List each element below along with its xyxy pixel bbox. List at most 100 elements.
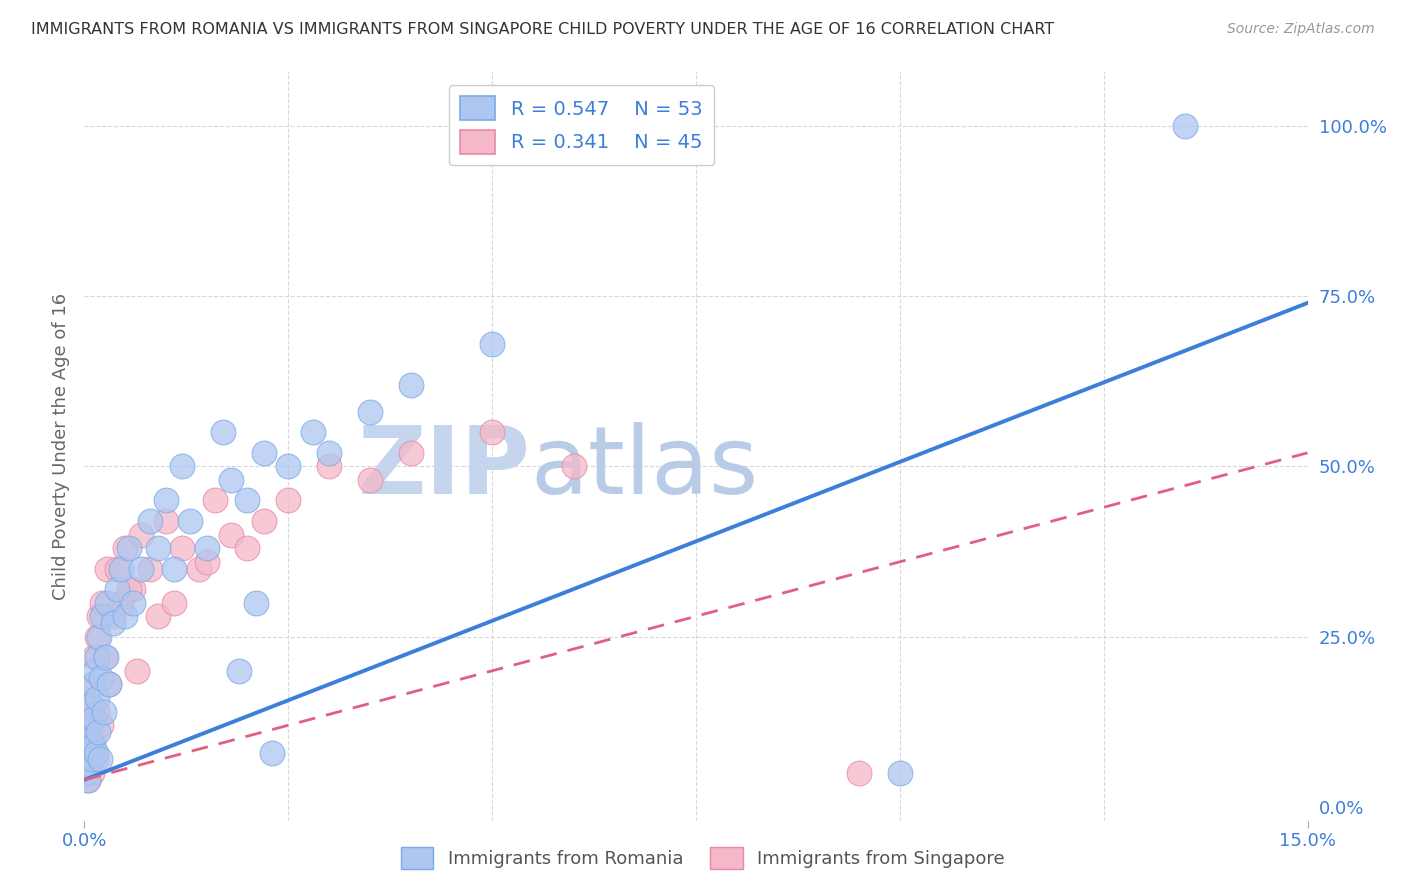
Point <box>118 541 141 556</box>
Point <box>96 561 118 575</box>
Point <box>138 561 160 575</box>
Point <box>97 677 120 691</box>
Point <box>84 752 107 766</box>
Point <box>219 527 242 541</box>
Point <box>97 677 120 691</box>
Point <box>1174 119 1197 133</box>
Point <box>84 746 107 760</box>
Point <box>204 493 226 508</box>
Point <box>848 766 870 780</box>
Point <box>131 561 153 575</box>
Y-axis label: Child Poverty Under the Age of 16: Child Poverty Under the Age of 16 <box>52 293 70 599</box>
Point <box>127 664 149 678</box>
Point <box>122 596 145 610</box>
Point <box>236 541 259 556</box>
Point <box>76 772 98 787</box>
Legend: Immigrants from Romania, Immigrants from Singapore: Immigrants from Romania, Immigrants from… <box>394 839 1012 876</box>
Point <box>122 582 145 596</box>
Point <box>76 731 98 746</box>
Point <box>253 446 276 460</box>
Text: Source: ZipAtlas.com: Source: ZipAtlas.com <box>1227 22 1375 37</box>
Point <box>301 425 323 440</box>
Point <box>253 514 276 528</box>
Point <box>86 650 108 665</box>
Point <box>155 514 177 528</box>
Point <box>77 759 100 773</box>
Point <box>219 473 242 487</box>
Point <box>889 766 911 780</box>
Point <box>86 705 108 719</box>
Point <box>82 677 104 691</box>
Point <box>195 541 218 556</box>
Point <box>90 671 112 685</box>
Point <box>212 425 235 440</box>
Point <box>75 759 97 773</box>
Point <box>114 541 136 556</box>
Point <box>82 739 104 753</box>
Point <box>87 630 110 644</box>
Point <box>86 691 108 706</box>
Point <box>80 698 103 712</box>
Point <box>172 459 194 474</box>
Point <box>277 493 299 508</box>
Point <box>76 746 98 760</box>
Point <box>91 609 114 624</box>
Point <box>90 718 112 732</box>
Point <box>110 561 132 575</box>
Point <box>87 725 110 739</box>
Point <box>155 493 177 508</box>
Point <box>80 752 103 766</box>
Point <box>179 514 201 528</box>
Point <box>86 630 108 644</box>
Point <box>83 711 105 725</box>
Point <box>146 541 169 556</box>
Point <box>75 766 97 780</box>
Point <box>96 596 118 610</box>
Point <box>195 555 218 569</box>
Point <box>101 609 124 624</box>
Point <box>84 664 107 678</box>
Point <box>359 405 381 419</box>
Point <box>77 718 100 732</box>
Point <box>82 677 104 691</box>
Point <box>101 616 124 631</box>
Point <box>277 459 299 474</box>
Point <box>481 336 503 351</box>
Point <box>105 582 128 596</box>
Point <box>318 459 340 474</box>
Point <box>359 473 381 487</box>
Point <box>318 446 340 460</box>
Point <box>89 752 111 766</box>
Text: atlas: atlas <box>531 423 759 515</box>
Point <box>260 746 283 760</box>
Point <box>77 718 100 732</box>
Point <box>131 527 153 541</box>
Point <box>93 650 115 665</box>
Point <box>187 561 209 575</box>
Point <box>114 609 136 624</box>
Point <box>163 596 186 610</box>
Point <box>79 731 101 746</box>
Legend: R = 0.547    N = 53, R = 0.341    N = 45: R = 0.547 N = 53, R = 0.341 N = 45 <box>449 85 714 165</box>
Point <box>83 650 105 665</box>
Point <box>172 541 194 556</box>
Point <box>245 596 267 610</box>
Point <box>481 425 503 440</box>
Point <box>399 446 422 460</box>
Text: IMMIGRANTS FROM ROMANIA VS IMMIGRANTS FROM SINGAPORE CHILD POVERTY UNDER THE AGE: IMMIGRANTS FROM ROMANIA VS IMMIGRANTS FR… <box>31 22 1054 37</box>
Point <box>80 698 103 712</box>
Point <box>228 664 250 678</box>
Point <box>118 582 141 596</box>
Text: ZIP: ZIP <box>359 423 531 515</box>
Point <box>82 731 104 746</box>
Point <box>77 772 100 787</box>
Point <box>80 766 103 780</box>
Point <box>87 609 110 624</box>
Point <box>399 377 422 392</box>
Point <box>146 609 169 624</box>
Point <box>562 459 585 474</box>
Point <box>105 561 128 575</box>
Point <box>110 596 132 610</box>
Point <box>91 596 114 610</box>
Point <box>79 746 101 760</box>
